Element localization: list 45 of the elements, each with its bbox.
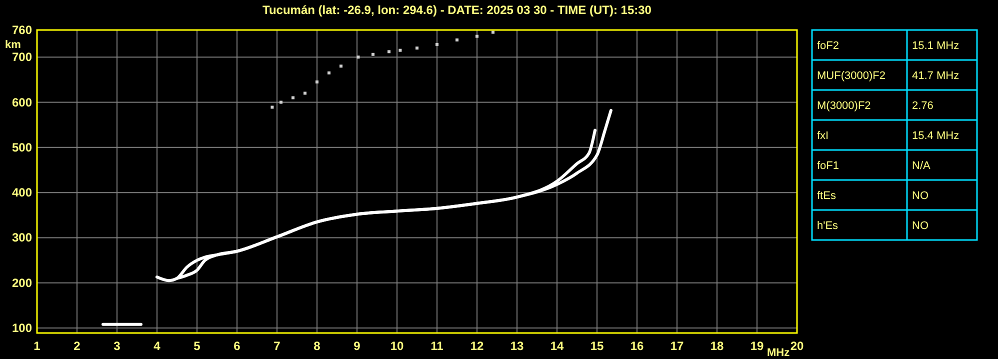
x-tick-label: 13	[510, 339, 524, 353]
x-tick-label: 6	[234, 339, 241, 353]
text: NO	[912, 190, 928, 202]
y-tick-label: 300	[12, 230, 32, 245]
chart-title: Tucumán (lat: -26.9, lon: 294.6) - DATE: 2025 03 30 - TIME (UT): 15:30	[262, 3, 652, 17]
category-label: h'Es	[817, 220, 839, 232]
x-tick-label: 16	[630, 339, 644, 353]
category-label: ftEs	[817, 190, 836, 202]
x-tick-label: 19	[750, 339, 764, 353]
category-label: foF2	[817, 40, 840, 52]
text: 15.1 MHz	[912, 40, 960, 52]
x-tick-label: 3	[114, 339, 121, 353]
x-tick-label: 9	[354, 339, 361, 353]
x-tick-label: 4	[154, 339, 161, 353]
x-tick-label: 20	[790, 339, 804, 353]
x-tick-label: 12	[470, 339, 484, 353]
x-tick-label: 14	[550, 339, 564, 353]
x-tick-label: 11	[430, 339, 444, 353]
x-tick-label: 7	[274, 339, 281, 353]
x-tick-label: 17	[670, 339, 684, 353]
x-tick-label: 15	[590, 339, 604, 353]
y-tick-label: 100	[12, 321, 32, 336]
x-tick-label: 5	[194, 339, 201, 353]
y-tick-label: 700	[12, 50, 32, 64]
category-label: foF1	[817, 160, 840, 172]
x-tick-label: 10	[390, 339, 404, 353]
y-axis-title: km	[5, 39, 22, 51]
y-tick-label: 600	[12, 95, 32, 110]
y-tick-label: 400	[12, 186, 32, 200]
x-tick-label: 1	[34, 339, 41, 353]
x-tick-label: 2	[74, 339, 81, 353]
category-label: fxI	[817, 130, 829, 142]
text: NO	[912, 220, 928, 232]
y-tick-label: 760	[12, 23, 32, 37]
text: 41.7 MHz	[912, 70, 960, 82]
category-label: M(3000)F2	[817, 100, 871, 112]
x-tick-label: 18	[710, 339, 724, 353]
text: N/A	[912, 160, 930, 172]
y-tick-label: 200	[12, 276, 32, 290]
x-tick-label: 8	[314, 339, 321, 353]
text: 15.4 MHz	[912, 130, 960, 142]
y-tick-label: 500	[12, 140, 32, 154]
category-label: MUF(3000)F2	[817, 70, 886, 82]
x-axis-title: MHz	[767, 347, 790, 359]
text: 2.76	[912, 100, 934, 112]
